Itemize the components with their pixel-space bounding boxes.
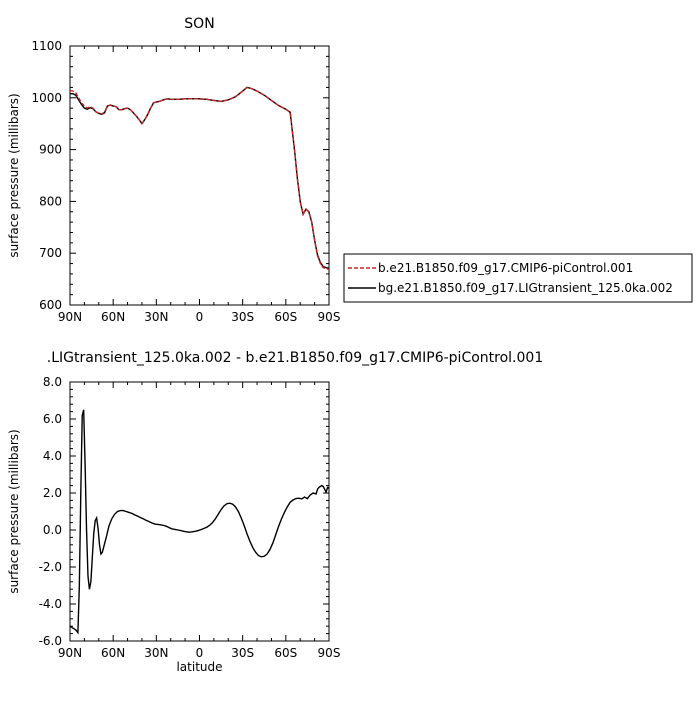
bottom-plot-frame: [69, 381, 330, 642]
bottom-y-tick-label: -4.0: [39, 597, 62, 611]
bottom-y-tick-label: -2.0: [39, 560, 62, 574]
top-x-tick-label: 30S: [231, 310, 254, 324]
top-x-tick-label: 90N: [58, 310, 82, 324]
legend-box: [343, 253, 693, 303]
bottom-x-tick-label: 60S: [274, 646, 297, 660]
bottom-x-tick-label: 0: [196, 646, 204, 660]
top-y-tick-label: 600: [39, 298, 62, 312]
bottom-x-tick-label: 30S: [231, 646, 254, 660]
bottom-y-tick-label: 4.0: [43, 449, 62, 463]
top-y-tick-label: 1100: [31, 39, 62, 53]
top-plot-frame: [69, 45, 330, 306]
top-y-tick-label: 800: [39, 194, 62, 208]
bottom-x-tick-label: 60N: [101, 646, 125, 660]
bottom-y-tick-label: 0.0: [43, 523, 62, 537]
top-chart-title: SON: [184, 16, 214, 32]
top-series-line-1: [70, 86, 329, 270]
bottom-series-line-1: [70, 409, 329, 635]
bottom-y-tick-label: 6.0: [43, 412, 62, 426]
top-y-tick-label: 1000: [31, 91, 62, 105]
top-y-tick-label: 900: [39, 143, 62, 157]
top-x-tick-label: 60N: [101, 310, 125, 324]
bottom-x-tick-label: 90N: [58, 646, 82, 660]
bottom-y-tick-label: -6.0: [39, 634, 62, 648]
bottom-y-axis-label: surface pressure (millibars): [7, 429, 21, 593]
top-x-tick-label: 90S: [318, 310, 341, 324]
legend-label-2: bg.e21.B1850.f09_g17.LIGtransient_125.0k…: [378, 281, 673, 295]
top-x-tick-label: 0: [196, 310, 204, 324]
top-y-axis-label: surface pressure (millibars): [7, 93, 21, 257]
bottom-y-tick-label: 8.0: [43, 375, 62, 389]
bottom-x-tick-label: 90S: [318, 646, 341, 660]
bottom-chart-title: .LIGtransient_125.0ka.002 - b.e21.B1850.…: [47, 350, 543, 366]
top-x-tick-label: 60S: [274, 310, 297, 324]
bottom-y-tick-label: 2.0: [43, 486, 62, 500]
top-x-tick-label: 30N: [144, 310, 168, 324]
bottom-x-axis-label: latitude: [176, 660, 222, 674]
legend-label-1: b.e21.B1850.f09_g17.CMIP6-piControl.001: [378, 261, 633, 275]
bottom-x-tick-label: 30N: [144, 646, 168, 660]
top-y-tick-label: 700: [39, 246, 62, 260]
